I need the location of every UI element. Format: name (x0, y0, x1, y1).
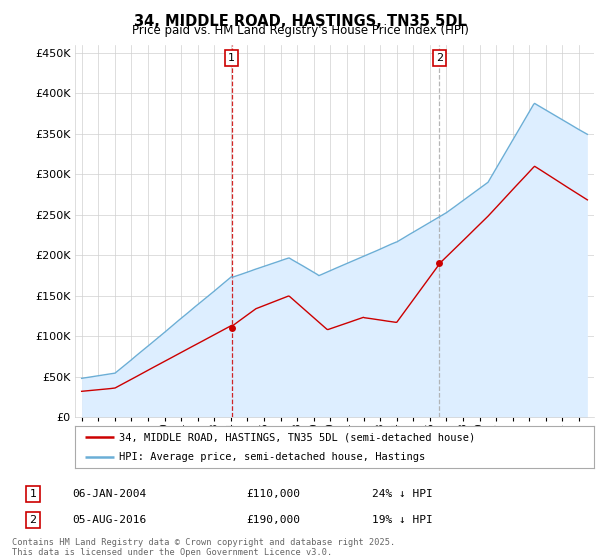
Text: 05-AUG-2016: 05-AUG-2016 (72, 515, 146, 525)
Text: 1: 1 (228, 53, 235, 63)
Text: Price paid vs. HM Land Registry's House Price Index (HPI): Price paid vs. HM Land Registry's House … (131, 24, 469, 37)
Text: 24% ↓ HPI: 24% ↓ HPI (372, 489, 433, 499)
Text: £190,000: £190,000 (246, 515, 300, 525)
Text: 34, MIDDLE ROAD, HASTINGS, TN35 5DL: 34, MIDDLE ROAD, HASTINGS, TN35 5DL (134, 14, 466, 29)
Text: 06-JAN-2004: 06-JAN-2004 (72, 489, 146, 499)
Text: HPI: Average price, semi-detached house, Hastings: HPI: Average price, semi-detached house,… (119, 452, 425, 462)
Text: 19% ↓ HPI: 19% ↓ HPI (372, 515, 433, 525)
Text: £110,000: £110,000 (246, 489, 300, 499)
Text: Contains HM Land Registry data © Crown copyright and database right 2025.
This d: Contains HM Land Registry data © Crown c… (12, 538, 395, 557)
Text: 2: 2 (436, 53, 443, 63)
Text: 1: 1 (29, 489, 37, 499)
Text: 2: 2 (29, 515, 37, 525)
Text: 34, MIDDLE ROAD, HASTINGS, TN35 5DL (semi-detached house): 34, MIDDLE ROAD, HASTINGS, TN35 5DL (sem… (119, 432, 475, 442)
